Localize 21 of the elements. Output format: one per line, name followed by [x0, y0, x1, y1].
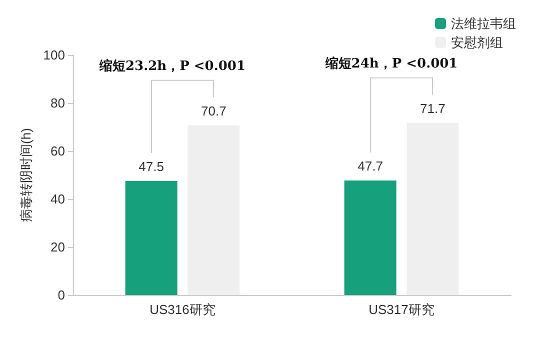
legend-label: 法维拉韦组 — [451, 16, 516, 31]
data-label: 47.7 — [358, 158, 383, 174]
annotation: 缩短24h，P <0.001 — [324, 55, 458, 72]
x-tick-label: US316研究 — [150, 302, 216, 317]
bar — [125, 181, 178, 295]
bar — [188, 125, 240, 295]
bar — [344, 180, 396, 295]
legend-label: 安慰剂组 — [451, 35, 503, 50]
y-tick-label: 40 — [50, 192, 65, 206]
annotation: 缩短23.2h，P <0.001 — [98, 58, 246, 74]
y-axis-title: 病毒转阴时间(h) — [18, 128, 34, 222]
y-tick-label: 20 — [50, 240, 65, 254]
data-label: 70.7 — [201, 103, 226, 118]
x-tick-label: US317研究 — [368, 302, 434, 317]
y-tick-label: 0 — [58, 288, 65, 302]
bar — [406, 122, 459, 295]
y-tick-label: 100 — [43, 48, 65, 62]
y-tick-label: 80 — [50, 96, 65, 110]
data-label: 47.5 — [138, 159, 164, 174]
data-label: 71.7 — [420, 100, 446, 116]
y-tick-label: 60 — [50, 144, 65, 158]
